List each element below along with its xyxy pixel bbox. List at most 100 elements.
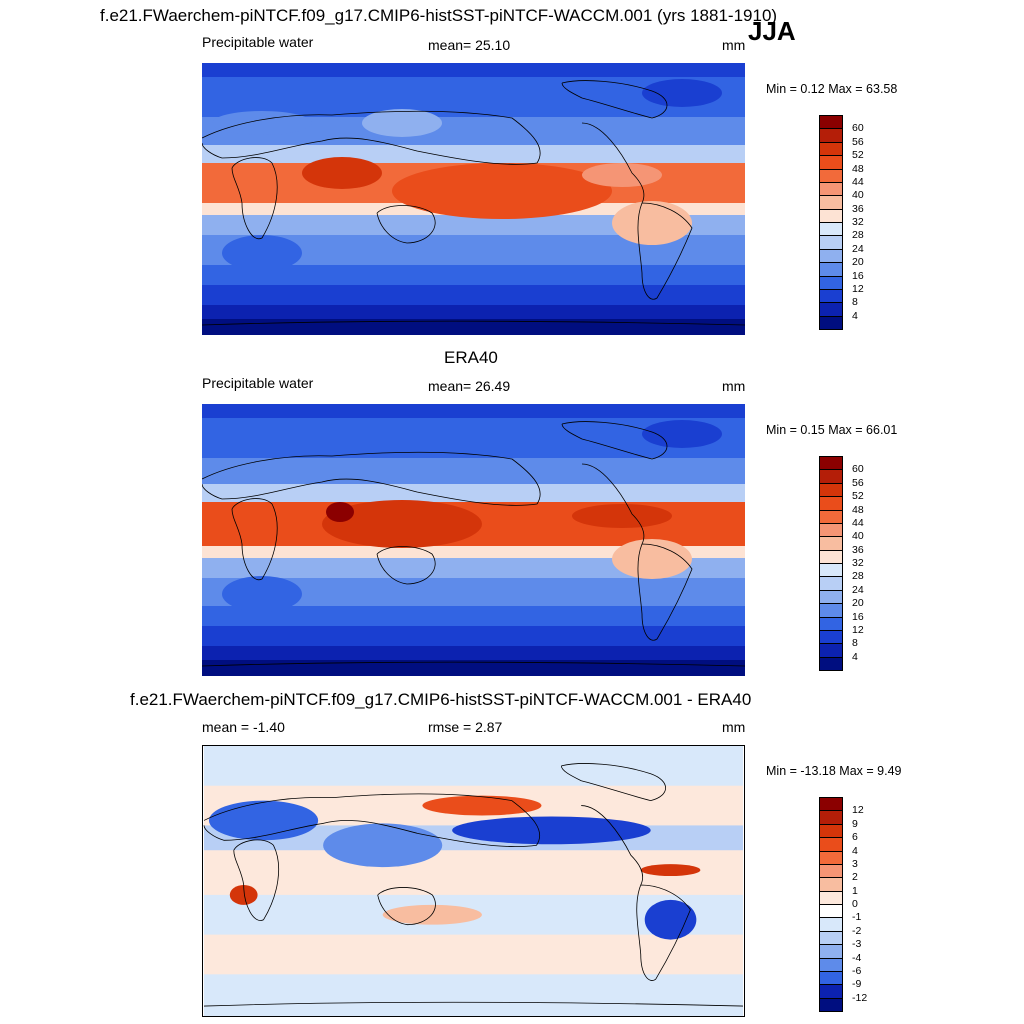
colorbar-tick-label: 28: [852, 229, 864, 242]
panel-2-colorbar: 60 56 52 48 44 40 36 32 28 24 20 16 12 8 4: [819, 456, 864, 671]
colorbar-tick-label: 52: [852, 149, 864, 162]
panel-2-features: [222, 420, 722, 612]
colorbar-segment: [819, 823, 843, 839]
colorbar-tick-label: 24: [852, 583, 864, 596]
colorbar-tick-label: 2: [852, 871, 858, 884]
panel-3-bands: [203, 746, 744, 1016]
panel-3-map: [202, 745, 745, 1017]
panel-3-title: f.e21.FWaerchem-piNTCF.f09_g17.CMIP6-his…: [130, 690, 752, 709]
colorbar-tick-label: 12: [852, 804, 864, 817]
colorbar-segment: [819, 589, 843, 605]
panel-1-colorbar: 60 56 52 48 44 40 36 32 28 24 20 16 12 8 4: [819, 115, 864, 330]
panel-2-map-svg: [202, 404, 745, 676]
panel-1-map-svg: [202, 63, 745, 335]
panel-3-units: mm: [722, 719, 746, 735]
panel-2-variable-label: Precipitable water: [202, 375, 314, 391]
colorbar-segment: [819, 970, 843, 986]
colorbar-segment: [819, 181, 843, 197]
panel-2-coastlines: [202, 421, 745, 667]
colorbar-segment: [819, 997, 843, 1012]
colorbar-tick-label: 4: [852, 844, 858, 857]
colorbar-segment: [819, 195, 843, 210]
colorbar-tick-label: 36: [852, 202, 864, 215]
colorbar-segment: [819, 315, 843, 330]
colorbar-tick-label: -12: [852, 991, 868, 1004]
colorbar-tick-label: 9: [852, 817, 858, 830]
colorbar-tick-label: 56: [852, 135, 864, 148]
colorbar-tick-label: -1: [852, 911, 862, 924]
colorbar-segment: [819, 616, 843, 631]
colorbar-tick-label: -6: [852, 964, 862, 977]
panel-1-coastlines: [202, 80, 745, 326]
colorbar-segment: [819, 155, 843, 170]
colorbar-tick-label: 4: [852, 650, 858, 663]
colorbar-tick-label: 0: [852, 898, 858, 910]
colorbar-segment: [819, 302, 843, 317]
panel-1-features: [212, 79, 722, 271]
colorbar-tick-label: 12: [852, 623, 864, 636]
colorbar-segment: [819, 863, 843, 879]
colorbar-segment: [819, 469, 843, 484]
colorbar-tick-label: 28: [852, 570, 864, 583]
colorbar-segment: [819, 797, 843, 812]
panel-3-map-svg: [203, 746, 744, 1016]
colorbar-tick-label: 40: [852, 530, 864, 543]
colorbar-segment: [819, 917, 843, 932]
colorbar-tick-label: 48: [852, 503, 864, 516]
panel-2-minmax: Min = 0.15 Max = 66.01: [766, 423, 898, 437]
colorbar-segment: [819, 128, 843, 143]
colorbar-tick-label: 60: [852, 122, 864, 135]
colorbar-tick-label: 6: [852, 831, 858, 844]
panel-1-minmax: Min = 0.12 Max = 63.58: [766, 82, 898, 96]
colorbar-tick-label: 40: [852, 189, 864, 202]
colorbar-tick-label: 48: [852, 162, 864, 175]
colorbar-segment: [819, 456, 843, 471]
colorbar-segment: [819, 482, 843, 498]
colorbar-tick-label: 8: [852, 637, 858, 650]
panel-2-mean: mean= 26.49: [428, 378, 511, 394]
colorbar-segment: [819, 115, 843, 130]
colorbar-segment: [819, 837, 843, 852]
colorbar-segment: [819, 248, 843, 264]
panel-3-minmax: Min = -13.18 Max = 9.49: [766, 764, 902, 778]
colorbar-tick-label: -2: [852, 924, 862, 937]
colorbar-segment: [819, 850, 843, 865]
colorbar-segment: [819, 141, 843, 157]
colorbar-segment: [819, 168, 843, 183]
colorbar-tick-label: 32: [852, 557, 864, 569]
colorbar-segment: [819, 984, 843, 999]
colorbar-segment: [819, 235, 843, 250]
colorbar-tick-label: -4: [852, 951, 862, 964]
colorbar-tick-label: 56: [852, 476, 864, 489]
colorbar-segment: [819, 930, 843, 946]
colorbar-tick-label: 20: [852, 256, 864, 269]
colorbar-segment: [819, 288, 843, 304]
panel-1-units: mm: [722, 37, 746, 53]
panel-2-units: mm: [722, 378, 746, 394]
colorbar-segment: [819, 563, 843, 578]
colorbar-tick-label: -3: [852, 938, 862, 951]
colorbar-segment: [819, 904, 843, 919]
colorbar-tick-label: 1: [852, 884, 858, 897]
colorbar-segment: [819, 629, 843, 645]
colorbar-segment: [819, 222, 843, 237]
colorbar-segment: [819, 536, 843, 551]
colorbar-tick-label: 32: [852, 216, 864, 228]
colorbar-tick-label: 3: [852, 857, 858, 870]
panel-1-mean: mean= 25.10: [428, 37, 511, 53]
panel-3-coastlines: [203, 763, 744, 1007]
colorbar-tick-label: 4: [852, 309, 858, 322]
colorbar-segment: [819, 643, 843, 658]
colorbar-segment: [819, 208, 843, 223]
colorbar-tick-label: 52: [852, 490, 864, 503]
colorbar-tick-label: 20: [852, 597, 864, 610]
colorbar-tick-label: 24: [852, 242, 864, 255]
colorbar-segment: [819, 522, 843, 538]
colorbar-segment: [819, 603, 843, 618]
panel-3-rmse: rmse = 2.87: [428, 719, 503, 735]
colorbar-tick-label: 36: [852, 543, 864, 556]
panel-3-mean: mean = -1.40: [202, 719, 285, 735]
colorbar-segment: [819, 877, 843, 892]
colorbar-segment: [819, 262, 843, 277]
colorbar-tick-label: 16: [852, 610, 864, 623]
